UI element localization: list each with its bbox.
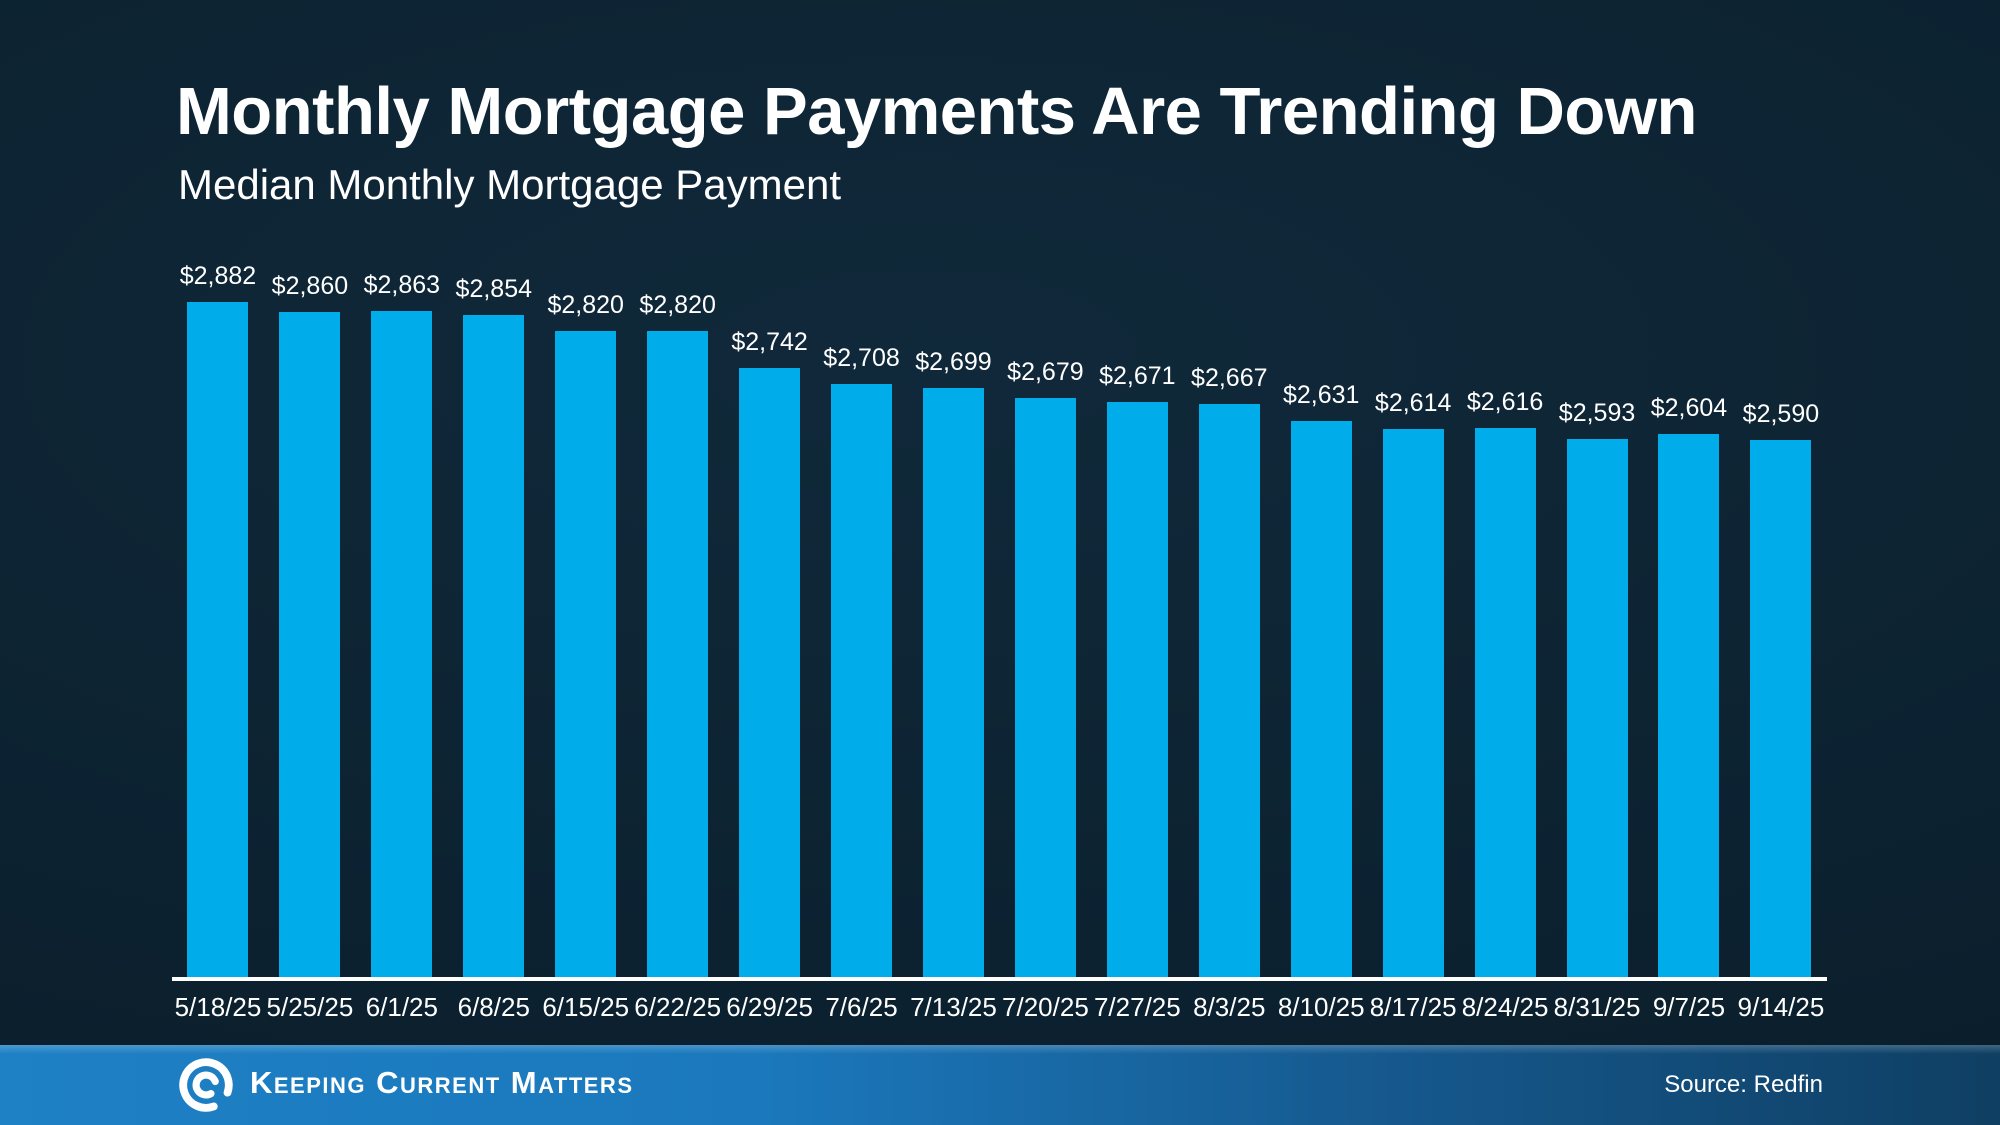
x-axis-tick-label: 8/17/25	[1369, 992, 1457, 1022]
x-axis-labels: 5/18/25 5/25/25 6/1/25 6/8/25 6/15/25 6/22/25…	[172, 992, 1827, 1023]
bar-cell: $2,699	[908, 0, 1000, 977]
bar-value-label: $2,679	[1007, 357, 1084, 386]
bar-cell: $2,616	[1459, 0, 1551, 977]
bar-cell: $2,614	[1367, 0, 1459, 977]
bar-8/3/25	[1198, 404, 1260, 977]
brand-lockup: Keeping Current Matters	[176, 1045, 634, 1125]
bar-5/25/25	[279, 312, 341, 977]
bar-value-label: $2,590	[1742, 399, 1820, 428]
bar-cell: $2,820	[632, 0, 724, 977]
x-axis-tick-label: 5/18/25	[174, 992, 262, 1022]
bar-6/1/25	[371, 311, 433, 977]
bar-chart: $2,882 $2,860 $2,863 $2,854 $2,820 $2,820 $2,7…	[172, 0, 1827, 977]
bar-value-label: $2,820	[639, 290, 716, 319]
x-axis-tick-label: 7/6/25	[825, 992, 898, 1022]
bar-cell: $2,860	[264, 0, 356, 977]
bar-cell: $2,708	[816, 0, 908, 977]
x-axis-tick-label: 8/24/25	[1461, 992, 1549, 1022]
x-axis-tick-label: 6/15/25	[542, 992, 630, 1022]
x-axis-tick-label: 7/20/25	[1002, 992, 1089, 1022]
bar-cell: $2,882	[172, 0, 264, 977]
bar-value-label: $2,708	[823, 343, 900, 372]
bar-8/10/25	[1290, 421, 1352, 977]
bar-cell: $2,667	[1183, 0, 1275, 977]
page-subtitle: Median Monthly Mortgage Payment	[178, 161, 841, 208]
bar-value-label: $2,614	[1374, 388, 1452, 417]
x-axis-tick-label: 8/10/25	[1277, 992, 1365, 1022]
bar-value-label: $2,616	[1466, 387, 1544, 416]
x-axis-tick-label: 5/25/25	[266, 992, 354, 1022]
bar-cell: $2,604	[1643, 0, 1735, 977]
bar-cell: $2,671	[1091, 0, 1183, 977]
bar-cell: $2,593	[1551, 0, 1643, 977]
page-title: Monthly Mortgage Payments Are Trending D…	[176, 74, 1697, 149]
x-axis-line	[172, 977, 1827, 981]
x-axis-tick-label: 6/1/25	[365, 992, 438, 1022]
bar-value-label: $2,593	[1558, 398, 1636, 427]
bar-7/20/25	[1014, 398, 1076, 977]
x-axis-tick-label: 6/22/25	[634, 992, 722, 1022]
bar-value-label: $2,667	[1191, 363, 1268, 392]
bar-value-label: $2,604	[1650, 393, 1728, 422]
bar-6/8/25	[463, 315, 525, 977]
bar-5/18/25	[187, 302, 249, 977]
x-axis-tick-label: 7/13/25	[910, 992, 997, 1022]
bar-series: $2,882 $2,860 $2,863 $2,854 $2,820 $2,820 $2,7…	[172, 0, 1827, 977]
bar-9/14/25	[1750, 440, 1812, 977]
bar-6/15/25	[555, 331, 617, 977]
x-axis-tick-label: 6/8/25	[457, 992, 530, 1022]
bar-7/13/25	[922, 388, 984, 977]
bar-cell: $2,863	[356, 0, 448, 977]
bar-value-label: $2,882	[179, 261, 257, 290]
bar-9/7/25	[1658, 434, 1720, 977]
bar-value-label: $2,854	[455, 274, 533, 303]
bar-value-label: $2,631	[1282, 380, 1360, 409]
bar-value-label: $2,671	[1099, 361, 1176, 390]
source-label: Source: Redfin	[1664, 1071, 1823, 1098]
bar-value-label: $2,742	[731, 327, 808, 356]
bar-8/17/25	[1382, 429, 1444, 977]
bar-cell: $2,679	[999, 0, 1091, 977]
x-axis-tick-label: 6/29/25	[726, 992, 813, 1022]
bar-8/24/25	[1474, 428, 1536, 977]
bar-cell: $2,631	[1275, 0, 1367, 977]
bar-7/27/25	[1106, 402, 1168, 977]
bar-8/31/25	[1566, 439, 1628, 977]
bar-cell: $2,820	[540, 0, 632, 977]
bar-7/6/25	[831, 384, 893, 977]
x-axis-tick-label: 7/27/25	[1093, 992, 1181, 1022]
bar-6/29/25	[739, 368, 801, 977]
bar-value-label: $2,863	[363, 270, 441, 299]
bar-cell: $2,854	[448, 0, 540, 977]
x-axis-tick-label: 9/14/25	[1737, 992, 1825, 1022]
kcm-swirl-icon	[176, 1055, 236, 1115]
bar-value-label: $2,820	[547, 290, 624, 319]
bar-cell: $2,590	[1735, 0, 1827, 977]
bar-6/22/25	[647, 331, 709, 977]
bar-cell: $2,742	[724, 0, 816, 977]
bar-value-label: $2,699	[915, 347, 992, 376]
bar-value-label: $2,860	[271, 271, 349, 300]
x-axis-tick-label: 8/3/25	[1193, 992, 1266, 1022]
footer-bar: Keeping Current Matters Source: Redfin	[0, 1045, 2000, 1125]
x-axis-tick-label: 9/7/25	[1652, 992, 1726, 1022]
brand-name: Keeping Current Matters	[250, 1065, 634, 1100]
x-axis-tick-label: 8/31/25	[1553, 992, 1641, 1022]
